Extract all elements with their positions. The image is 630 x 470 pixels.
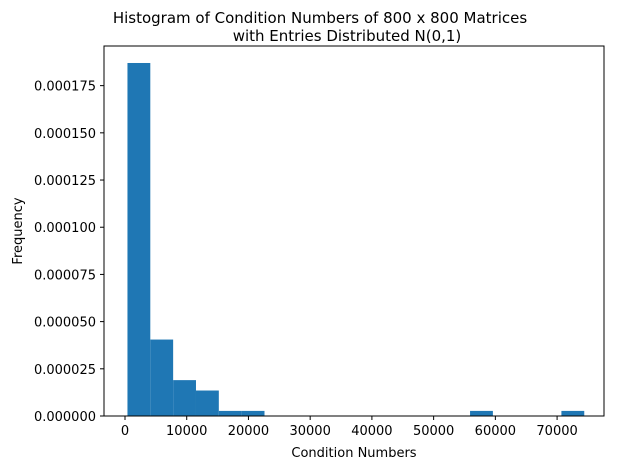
plot-frame [103,45,605,417]
y-tick-label-7: 0.000175 [34,80,96,95]
histogram-bar-19 [561,410,585,416]
histogram-bar-15 [470,410,493,416]
x-tick-label-3: 30000 [289,424,330,439]
histogram-bar-0 [127,62,151,417]
x-tick-label-2: 20000 [228,424,269,439]
y-tick-label-2: 0.000050 [34,316,96,331]
y-tick-label-3: 0.000075 [34,268,96,283]
y-axis-label: Frequency [11,197,26,264]
chart-title-line-2: with Entries Distributed N(0,1) [233,27,462,45]
x-tick-label-5: 50000 [413,424,454,439]
y-tick-label-4: 0.000100 [34,221,96,236]
x-tick-label-6: 60000 [475,424,516,439]
histogram-bar-3 [195,390,219,416]
y-tick-label-5: 0.000125 [34,174,96,189]
x-tick-label-0: 0 [121,424,129,439]
histogram-bar-4 [218,410,242,416]
x-tick-label-1: 10000 [166,424,207,439]
histogram-bar-2 [173,380,196,416]
x-axis-ticks: 0 10000 20000 30000 40000 50000 60000 70000 [121,416,578,439]
histogram-bar-5 [241,410,265,416]
x-axis-label: Condition Numbers [291,446,416,461]
histogram-bar-1 [150,339,174,416]
bars-group [127,62,585,417]
y-axis-ticks: 0.000000 0.000025 0.000050 0.000075 0.000100… [34,80,104,425]
y-tick-label-1: 0.000025 [34,363,96,378]
chart-title-line-1: Histogram of Condition Numbers of 800 x … [113,9,527,27]
y-tick-label-0: 0.000000 [34,410,96,425]
y-tick-label-6: 0.000150 [34,127,96,142]
x-tick-label-4: 40000 [351,424,392,439]
x-tick-label-7: 70000 [536,424,577,439]
